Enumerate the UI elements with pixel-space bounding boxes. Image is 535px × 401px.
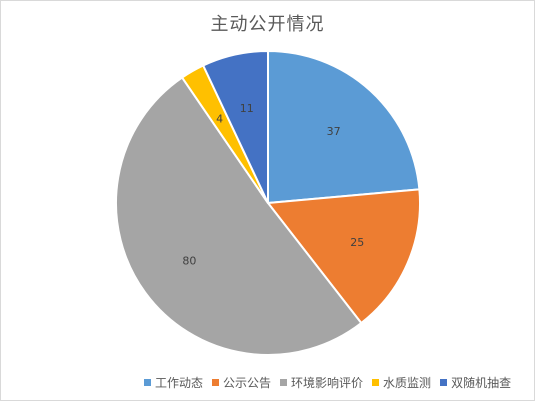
legend-item-1: 工作动态 xyxy=(144,374,203,391)
pie-slice-1 xyxy=(267,50,421,204)
legend-swatch-5 xyxy=(440,379,448,386)
legend-label-5: 双随机抽查 xyxy=(451,376,512,390)
legend-item-4: 水质监测 xyxy=(372,374,431,391)
data-label-3: 80 xyxy=(182,254,196,267)
pie-slice-2 xyxy=(267,188,421,325)
legend-label-4: 水质监测 xyxy=(383,376,432,390)
data-label-4: 4 xyxy=(216,113,223,126)
legend-label-1: 工作动态 xyxy=(155,376,204,390)
pie-chart: 37 25 80 4 11 xyxy=(115,50,421,356)
chart-legend: 工作动态 公示公告 环境影响评价 水质监测 双随机抽查 xyxy=(144,374,511,391)
data-label-1: 37 xyxy=(327,125,341,138)
data-label-5: 11 xyxy=(240,102,254,115)
legend-swatch-4 xyxy=(372,379,380,386)
legend-label-2: 公示公告 xyxy=(223,376,272,390)
legend-label-3: 环境影响评价 xyxy=(291,376,364,390)
chart-title: 主动公开情况 xyxy=(210,14,325,35)
pie-slice-3 xyxy=(115,76,363,356)
legend-item-3: 环境影响评价 xyxy=(280,374,363,391)
legend-swatch-2 xyxy=(212,379,220,386)
data-label-2: 25 xyxy=(350,236,364,249)
pie-slice-5 xyxy=(202,50,269,204)
legend-item-5: 双随机抽查 xyxy=(440,374,511,391)
legend-item-2: 公示公告 xyxy=(212,374,271,391)
legend-swatch-3 xyxy=(280,379,288,386)
legend-swatch-1 xyxy=(144,379,151,386)
